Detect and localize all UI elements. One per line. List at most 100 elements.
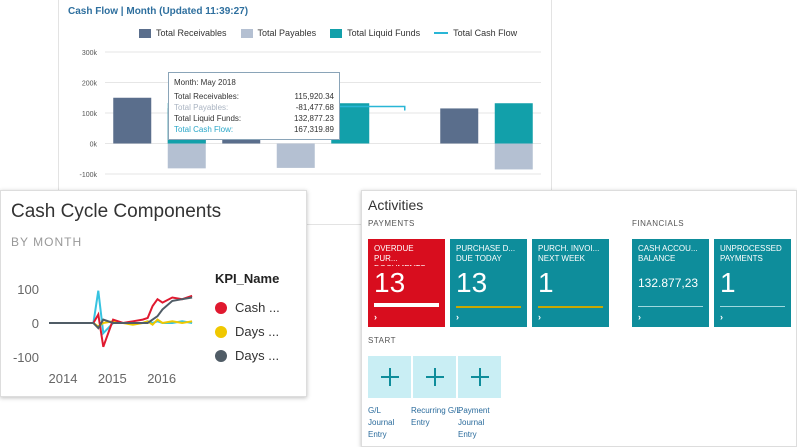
chevron-right-icon: ›	[538, 312, 541, 322]
chevron-right-icon: ›	[720, 312, 723, 322]
cash-flow-chart-panel: Cash Flow | Month (Updated 11:39:27) Tot…	[58, 0, 552, 225]
kpi-legend-item[interactable]: Days ...	[215, 348, 279, 363]
x-tick-label: 2015	[98, 371, 127, 386]
legend-dot-icon	[215, 325, 227, 338]
legend-item-payables[interactable]: Total Payables	[240, 28, 317, 38]
tile-label: OVERDUE PUR... DOCUMENTS	[374, 244, 426, 266]
legend-item-liquid-funds[interactable]: Total Liquid Funds	[330, 28, 420, 38]
tooltip-row: Total Receivables: 115,920.34	[174, 91, 334, 102]
tile-value: 132.877,23	[638, 276, 699, 290]
kpi-label: Days ...	[235, 348, 280, 363]
y-tick-label: 0k	[90, 142, 98, 149]
chart-tooltip: Month: May 2018 Total Receivables: 115,92…	[168, 72, 340, 140]
series-line	[49, 290, 193, 336]
legend-swatch	[434, 32, 449, 34]
bar	[167, 143, 206, 169]
tile-cash-accounts-balance[interactable]: CASH ACCOU... BALANCE 132.877,23 ›	[632, 239, 709, 327]
tile-label: CASH ACCOU... BALANCE	[638, 244, 698, 263]
tile-value: 13	[374, 267, 406, 298]
legend-swatch	[240, 28, 253, 38]
x-tick-label: 2014	[49, 371, 78, 386]
plus-icon	[380, 368, 399, 386]
tooltip-row: Total Cash Flow: 167,319.89	[174, 124, 334, 135]
payment-journal-entry-button[interactable]	[458, 356, 501, 398]
legend-label: Total Cash Flow	[453, 28, 518, 38]
cash-cycle-components-panel: Cash Cycle Components BY MONTH 100 0 -100 2…	[0, 190, 307, 397]
y-tick-label: 100	[17, 282, 39, 297]
y-tick-label: 100k	[82, 111, 98, 118]
start-button-label[interactable]: Payment Journal Entry	[458, 406, 490, 439]
legend-label: Total Liquid Funds	[347, 28, 421, 38]
bar	[494, 103, 533, 144]
tile-bar	[720, 306, 785, 307]
chevron-right-icon: ›	[638, 312, 641, 322]
start-button-label[interactable]: Recurring G/L Entry	[411, 406, 461, 427]
bar	[276, 143, 315, 168]
plus-icon	[470, 368, 489, 386]
tile-bar	[538, 306, 603, 308]
cash-flow-legend: Total Receivables Total Payables Total L…	[139, 28, 517, 38]
legend-label: Total Receivables	[156, 28, 227, 38]
kpi-legend-item[interactable]: Days ...	[215, 324, 279, 339]
tile-value: 13	[456, 267, 488, 298]
section-label-payments: PAYMENTS	[368, 219, 415, 228]
cash-flow-title[interactable]: Cash Flow | Month (Updated 11:39:27)	[68, 6, 249, 17]
tooltip-label: Total Receivables:	[174, 92, 239, 101]
y-tick-label: 0	[32, 316, 39, 331]
section-label-start: START	[368, 336, 396, 345]
chevron-right-icon: ›	[374, 312, 377, 322]
plus-icon	[425, 368, 444, 386]
legend-item-receivables[interactable]: Total Receivables	[139, 28, 227, 38]
tile-overdue-purchase-documents[interactable]: OVERDUE PUR... DOCUMENTS 13 ›	[368, 239, 445, 327]
tile-value: 1	[538, 267, 554, 298]
y-tick-label: 300k	[82, 50, 98, 57]
kpi-legend-item[interactable]: Cash ...	[215, 300, 280, 315]
tile-bar	[638, 306, 703, 307]
tile-bar	[456, 306, 521, 308]
start-button-label[interactable]: G/L Journal Entry	[368, 406, 395, 439]
tooltip-label: Total Liquid Funds:	[174, 114, 242, 123]
tooltip-row: Total Liquid Funds: 132,877.23	[174, 113, 334, 124]
chevron-right-icon: ›	[456, 312, 459, 322]
legend-dot-icon	[215, 301, 227, 314]
tile-label: UNPROCESSED PAYMENTS	[720, 244, 782, 263]
tile-value: 1	[720, 267, 736, 298]
x-tick-label: 2016	[147, 371, 176, 386]
tile-purchase-due-today[interactable]: PURCHASE D... DUE TODAY 13 ›	[450, 239, 527, 327]
bar	[113, 97, 152, 144]
kpi-label: Days ...	[235, 324, 280, 339]
tile-bar	[374, 303, 439, 307]
tooltip-value: 115,920.34	[294, 92, 334, 101]
panel-subtitle: BY MONTH	[11, 235, 83, 249]
legend-item-cash-flow[interactable]: Total Cash Flow	[434, 28, 517, 38]
legend-swatch	[330, 28, 343, 38]
panel-title: Activities	[368, 197, 424, 213]
tooltip-value: 167,319.89	[293, 125, 334, 134]
gl-journal-entry-button[interactable]	[368, 356, 411, 398]
legend-dot-icon	[215, 349, 227, 362]
tooltip-label: Total Cash Flow:	[174, 125, 234, 134]
legend-swatch	[139, 28, 151, 38]
kpi-legend-title: KPI_Name	[215, 271, 280, 286]
y-tick-label: -100k	[79, 172, 97, 179]
tile-purchase-invoices-next-week[interactable]: PURCH. INVOI... NEXT WEEK 1 ›	[532, 239, 609, 327]
legend-label: Total Payables	[257, 28, 317, 38]
series-line	[49, 296, 193, 330]
kpi-label: Cash ...	[235, 300, 280, 315]
tooltip-label: Total Payables:	[174, 103, 229, 112]
activities-panel: Activities PAYMENTS FINANCIALS OVERDUE P…	[361, 190, 797, 447]
tooltip-row: Total Payables: -81,477.68	[174, 102, 334, 113]
y-tick-label: -100	[13, 350, 39, 365]
tile-label: PURCH. INVOI... NEXT WEEK	[538, 244, 600, 263]
bar	[494, 143, 533, 170]
tile-label: PURCHASE D... DUE TODAY	[456, 244, 516, 263]
y-tick-label: 200k	[82, 81, 98, 88]
recurring-gl-entry-button[interactable]	[413, 356, 456, 398]
tooltip-month: Month: May 2018	[174, 78, 236, 87]
cash-cycle-line-chart[interactable]: 100 0 -100 2014 2015 2016	[1, 191, 308, 398]
section-label-financials: FINANCIALS	[632, 219, 685, 228]
series-line	[49, 294, 193, 348]
tooltip-value: -81,477.68	[295, 103, 334, 112]
tooltip-value: 132,877.23	[293, 114, 334, 123]
tile-unprocessed-payments[interactable]: UNPROCESSED PAYMENTS 1 ›	[714, 239, 791, 327]
